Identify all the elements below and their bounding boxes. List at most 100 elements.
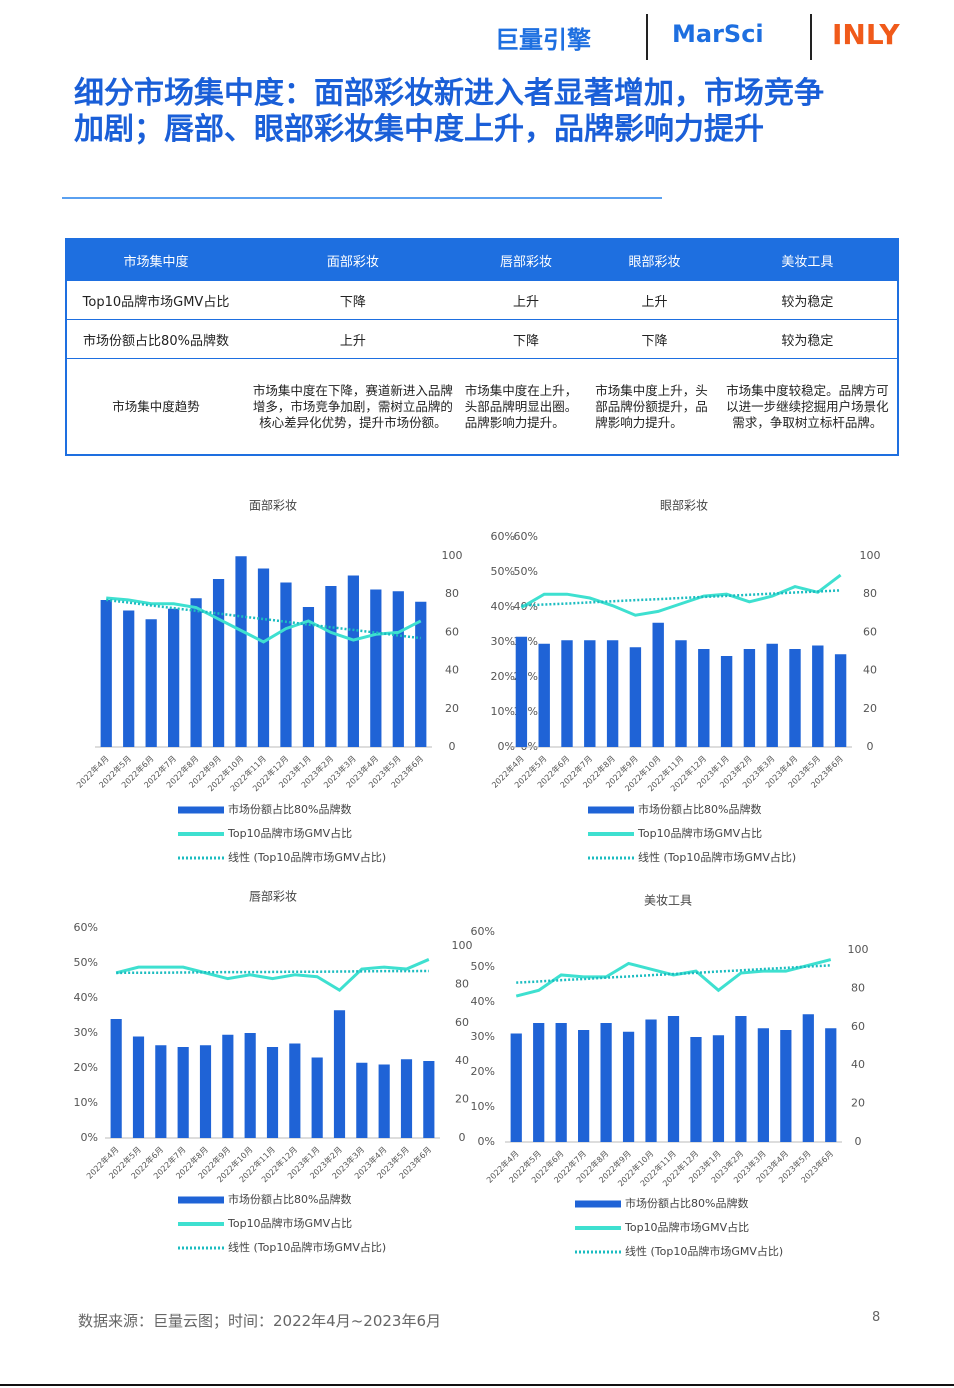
y2-tick-label: 100 — [452, 939, 473, 952]
y-tick-label: 0% — [478, 1135, 495, 1148]
legend-label: 市场份额占比80%品牌数 — [228, 1192, 351, 1206]
bar — [555, 1023, 567, 1142]
line — [520, 573, 842, 617]
bar — [622, 1031, 635, 1142]
y2-tick-label: 20 — [455, 1093, 469, 1106]
y-tick-label: 20% — [471, 1065, 495, 1078]
table-cell: Top10品牌市场GMV占比 — [66, 280, 245, 320]
bar — [110, 1019, 122, 1138]
table-cell: 较为稳定 — [717, 280, 898, 320]
y-tick-label: 30% — [74, 1026, 98, 1039]
bar — [757, 1028, 769, 1142]
y2-tick-label: 40 — [863, 664, 877, 677]
bar — [720, 656, 733, 747]
bar — [600, 1023, 612, 1142]
y-tick-label: 60% — [514, 530, 538, 543]
bar — [652, 622, 664, 747]
legend-label: 线性 (Top10品牌市场GMV占比) — [228, 850, 386, 864]
bar — [812, 645, 824, 747]
bar — [177, 1047, 189, 1138]
legend-label: Top10品牌市场GMV占比 — [227, 826, 352, 840]
legend-label: 市场份额占比80%品牌数 — [638, 802, 761, 816]
divider — [646, 14, 648, 60]
page-number: 8 — [872, 1310, 881, 1325]
logo: INLY — [832, 18, 900, 51]
y2-tick-label: 20 — [851, 1097, 865, 1110]
table-header-cell: 眼部彩妆 — [591, 239, 718, 281]
chart-title: 面部彩妆 — [249, 498, 297, 513]
title-line: 加剧；唇部、眼部彩妆集中度上升，品牌影响力提升 — [74, 112, 764, 147]
table-header-cell: 唇部彩妆 — [460, 239, 592, 281]
bar — [347, 575, 359, 747]
bar — [123, 610, 135, 747]
bar — [606, 640, 619, 747]
bar — [132, 1036, 145, 1138]
bar — [222, 1034, 234, 1138]
y-tick-label: 10% — [74, 1096, 98, 1109]
table-cell: 下降 — [460, 319, 592, 359]
table-cell: 上升 — [245, 319, 461, 359]
y2-tick-label: 0 — [459, 1131, 466, 1144]
table-header-cell: 面部彩妆 — [245, 239, 461, 281]
y-tick-label: 60% — [471, 925, 495, 938]
logo: MarSci — [672, 20, 764, 48]
trend-line — [106, 598, 421, 640]
legend-label: Top10品牌市场GMV占比 — [624, 1220, 749, 1234]
bar — [199, 1045, 212, 1138]
y2-tick-label: 40 — [851, 1058, 865, 1071]
trend-line — [521, 589, 841, 607]
bar — [311, 1057, 323, 1138]
bar — [510, 1033, 522, 1142]
bar — [712, 1035, 725, 1142]
y-tick-label: 50% — [514, 565, 538, 578]
bar — [629, 647, 642, 747]
rule — [62, 197, 662, 199]
y-tick-label: 50% — [491, 565, 515, 578]
bar — [145, 619, 157, 747]
bar — [735, 1016, 747, 1142]
y-tick-label: 40% — [491, 600, 515, 613]
source: 数据来源：巨量云图；时间：2022年4月~2023年6月 — [78, 1312, 442, 1330]
table-cell: 市场份额占比80%品牌数 — [66, 319, 245, 359]
bar — [370, 589, 382, 747]
table-header-cell: 美妆工具 — [717, 239, 898, 281]
table-row: 市场份额占比80%品牌数 上升 下降 下降 较为稳定 — [66, 319, 898, 359]
bar — [257, 568, 270, 747]
bar — [698, 649, 710, 747]
line — [115, 958, 430, 993]
bar — [289, 1043, 301, 1138]
y2-tick-label: 60 — [863, 625, 877, 638]
y-tick-label: 20% — [491, 670, 515, 683]
y2-tick-label: 80 — [851, 981, 865, 994]
legend-label: 线性 (Top10品牌市场GMV占比) — [228, 1240, 386, 1254]
bar — [212, 579, 225, 747]
divider — [810, 14, 812, 60]
table: 市场集中度 面部彩妆 唇部彩妆 眼部彩妆 美妆工具 Top10品牌市场GMV占比 下降 上升上… — [65, 238, 899, 456]
legend-label: 线性 (Top10品牌市场GMV占比) — [625, 1244, 783, 1258]
bar — [325, 586, 337, 747]
bar — [356, 1062, 368, 1138]
table-cell: 市场集中度在上升，头部品牌明显出圈。品牌影响力提升。 — [460, 358, 592, 455]
bar — [533, 1023, 545, 1142]
y2-tick-label: 40 — [455, 1054, 469, 1067]
bar — [266, 1047, 279, 1138]
y-tick-label: 10% — [491, 705, 515, 718]
bar — [515, 636, 528, 747]
table-cell: 市场集中度上升，头部品牌份额提升，品牌影响力提升。 — [591, 358, 718, 455]
bar — [235, 556, 247, 747]
table-cell: 市场集中度在下降，赛道新进入品牌增多，市场竞争加剧，需树立品牌的核心差异化优势，… — [245, 358, 461, 455]
bar — [578, 1030, 590, 1142]
bar — [802, 1014, 814, 1142]
table-cell: 上升 — [591, 280, 718, 320]
y2-tick-label: 80 — [863, 587, 877, 600]
bar — [333, 1010, 346, 1138]
bar — [780, 1030, 792, 1142]
legend-label: 市场份额占比80%品牌数 — [625, 1196, 748, 1210]
table-header-cell: 市场集中度 — [66, 239, 245, 281]
y2-tick-label: 60 — [445, 625, 459, 638]
table-cell: 下降 — [591, 319, 718, 359]
bar — [675, 640, 687, 747]
bar — [244, 1033, 256, 1138]
y2-tick-label: 0 — [867, 740, 874, 753]
bar — [561, 640, 573, 747]
